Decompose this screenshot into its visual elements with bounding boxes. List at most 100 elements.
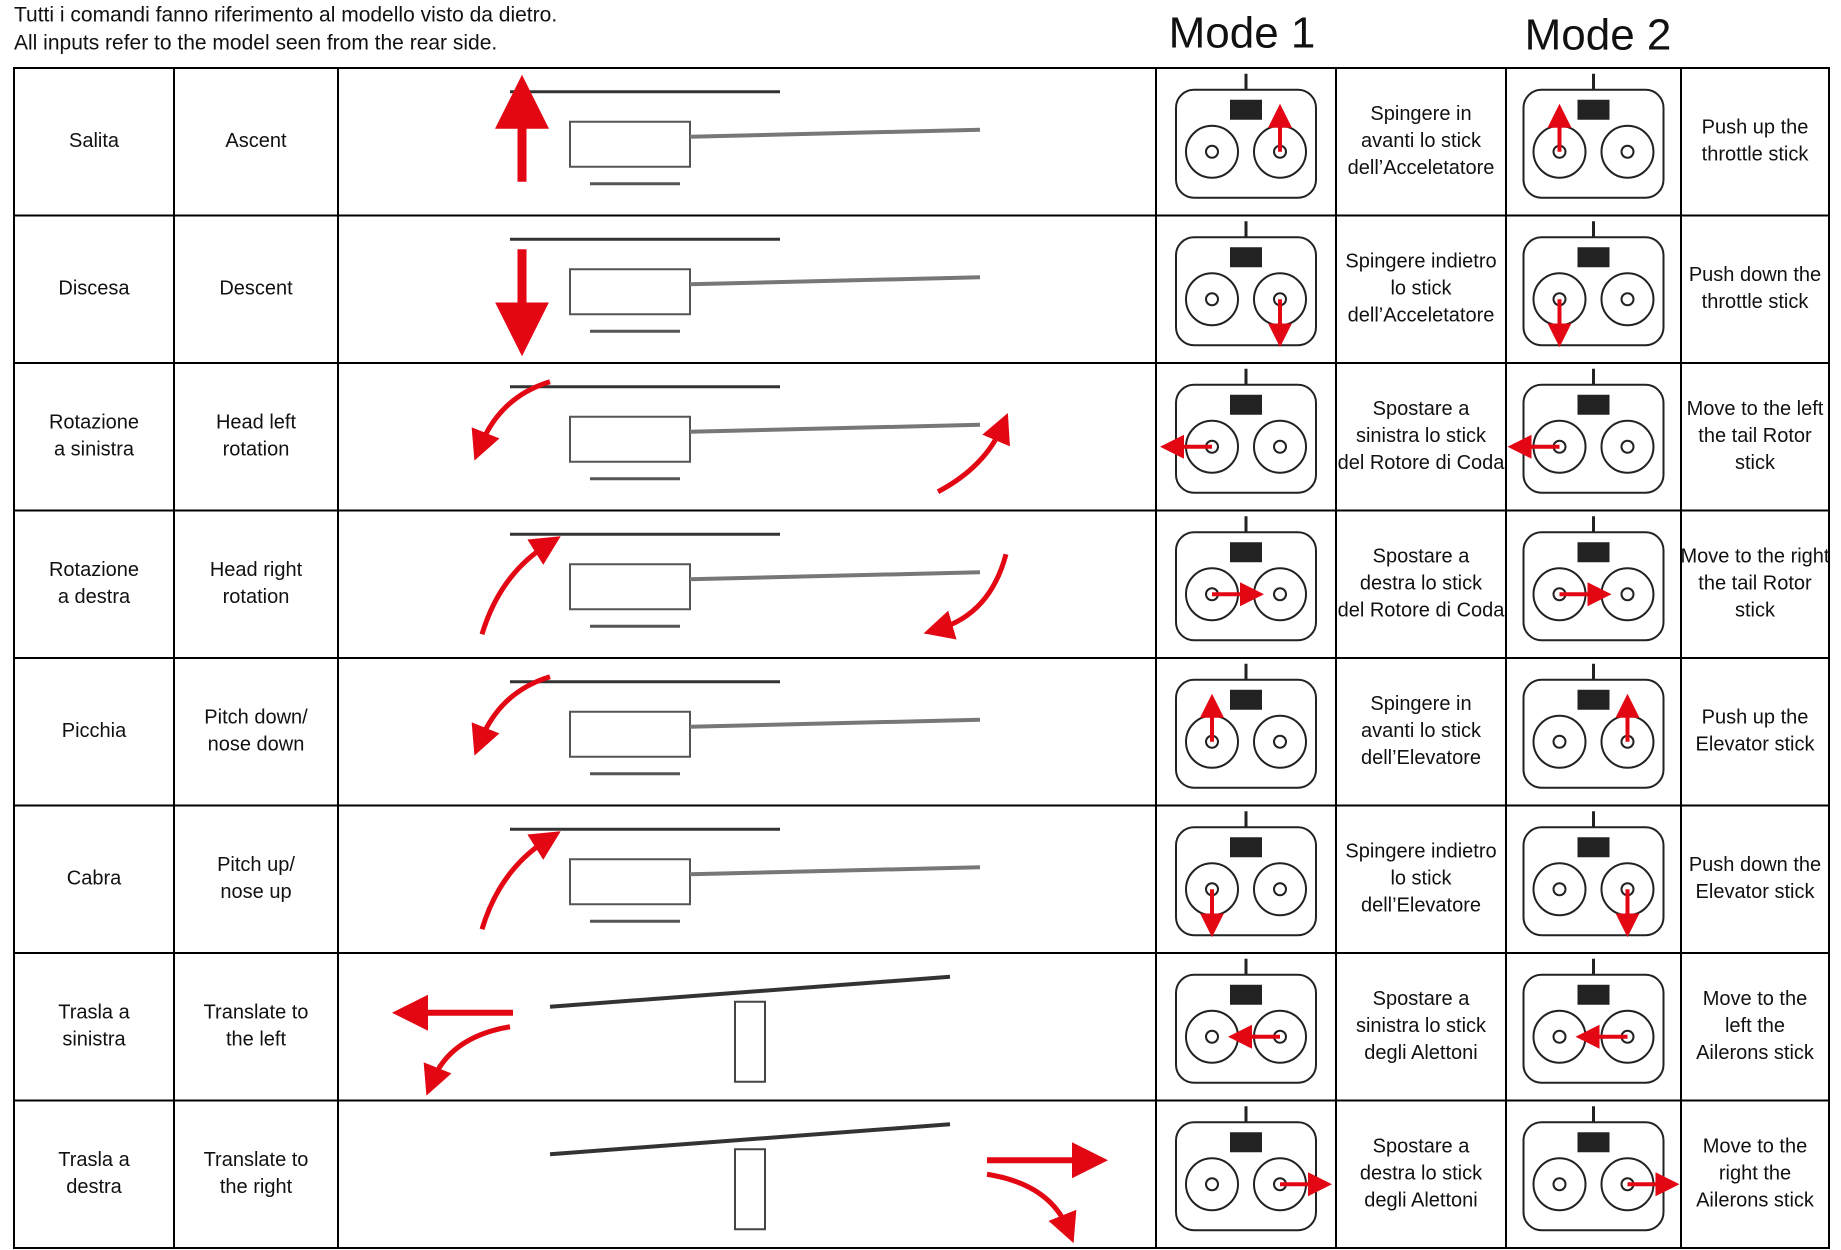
- cell-text: Spostare a: [1373, 988, 1471, 1010]
- cell-text: stick: [1735, 600, 1776, 622]
- tx-gimbal: [1600, 272, 1655, 327]
- tx-stick: [1620, 587, 1635, 602]
- tx-screen: [1577, 247, 1610, 268]
- cell-text: Picchia: [62, 720, 127, 742]
- transmitter: [1522, 663, 1665, 789]
- cell-text: dell’Acceletatore: [1348, 157, 1495, 179]
- arrow: [923, 553, 1009, 640]
- header-line: Tutti i comandi fanno riferimento al mod…: [14, 4, 557, 27]
- tx-screen: [1230, 394, 1262, 415]
- tx-stick: [1205, 144, 1219, 159]
- cell-text: Salita: [69, 130, 120, 152]
- cell-text: Descent: [219, 278, 293, 300]
- tx-stick: [1273, 882, 1287, 897]
- arrow: [936, 412, 1010, 494]
- heli-body: [569, 858, 691, 906]
- cell-text: Move to the: [1703, 1136, 1808, 1158]
- heli-body: [734, 1000, 766, 1083]
- helicopter: [549, 1122, 951, 1231]
- tx-stick: [1620, 439, 1635, 454]
- arrow: [471, 674, 551, 756]
- tx-screen: [1577, 99, 1610, 120]
- tx-gimbal: [1185, 124, 1239, 179]
- helicopter: [510, 532, 981, 628]
- tx-screen: [1577, 542, 1610, 563]
- cell-text: Head left: [216, 412, 296, 434]
- cell-text: Trasla a: [58, 1149, 130, 1171]
- tx-stick: [1205, 1177, 1219, 1192]
- tx-stick: [1273, 587, 1287, 602]
- helicopter: [549, 974, 951, 1083]
- arrow: [479, 536, 561, 635]
- cell-text: dell’Acceletatore: [1348, 305, 1495, 327]
- cell-text: a destra: [58, 586, 131, 608]
- tx-screen: [1230, 837, 1262, 858]
- cell-text: Elevator stick: [1696, 881, 1816, 903]
- cell-text: Discesa: [58, 278, 130, 300]
- heli-boom: [689, 422, 981, 434]
- heli-boom: [689, 717, 981, 729]
- cell-text: Spostare a: [1373, 398, 1471, 420]
- helicopter: [510, 237, 981, 333]
- cell-text: Translate to: [204, 1149, 309, 1171]
- mode-title: Mode 1: [1169, 9, 1316, 58]
- cell-text: Push down the: [1689, 264, 1821, 286]
- cell-text: del Rotore di Coda: [1338, 452, 1506, 474]
- cell-text: left the: [1725, 1015, 1785, 1037]
- transmitter: [1522, 73, 1665, 199]
- transmitter: [1175, 368, 1317, 494]
- cell-text: Pitch up/: [217, 854, 295, 876]
- heli-boom: [689, 127, 981, 139]
- cell-text: the right: [220, 1176, 293, 1198]
- tx-stick: [1552, 734, 1567, 749]
- tx-gimbal: [1253, 862, 1307, 917]
- transmitter: [1522, 958, 1665, 1084]
- transmitter: [1175, 516, 1317, 642]
- tx-stick: [1552, 1029, 1567, 1044]
- helicopter: [510, 385, 981, 481]
- cell-text: Pitch down/: [204, 707, 308, 729]
- transmitter: [1522, 811, 1665, 937]
- arrow: [479, 831, 561, 930]
- cell-text: avanti lo stick: [1361, 130, 1482, 152]
- cell-text: right the: [1719, 1163, 1791, 1185]
- cell-text: stick: [1735, 452, 1776, 474]
- arrow: [423, 1024, 511, 1096]
- cell-text: Head right: [210, 559, 303, 581]
- transmitter: [1522, 221, 1665, 347]
- cell-text: destra: [66, 1176, 122, 1198]
- cell-text: sinistra lo stick: [1356, 1015, 1487, 1037]
- cell-text: Rotazione: [49, 559, 139, 581]
- cell-text: sinistra lo stick: [1356, 425, 1487, 447]
- cell-text: rotation: [223, 586, 290, 608]
- cell-text: degli Alettoni: [1364, 1190, 1477, 1212]
- transmitter: [1175, 221, 1317, 347]
- heli-rotor: [549, 1122, 951, 1157]
- tx-gimbal: [1600, 124, 1655, 179]
- cell-text: a sinistra: [54, 439, 135, 461]
- heli-body: [734, 1148, 766, 1231]
- cell-text: dell’Elevatore: [1361, 747, 1481, 769]
- cell-text: Ailerons stick: [1696, 1042, 1815, 1064]
- tx-stick: [1205, 292, 1219, 307]
- heli-body: [569, 415, 691, 463]
- tx-screen: [1577, 1132, 1610, 1153]
- header-line: All inputs refer to the model seen from …: [14, 32, 497, 55]
- tx-screen: [1577, 394, 1610, 415]
- tx-stick: [1552, 1177, 1567, 1192]
- cell-text: Spingere indietro: [1345, 841, 1496, 863]
- cell-text: Ailerons stick: [1696, 1190, 1815, 1212]
- tx-gimbal: [1185, 272, 1239, 327]
- transmitter: [1175, 663, 1317, 789]
- helicopter: [510, 827, 981, 923]
- heli-body: [569, 268, 691, 316]
- mode-title: Mode 2: [1525, 11, 1672, 60]
- tx-gimbal: [1600, 419, 1655, 474]
- cell-text: sinistra: [62, 1029, 126, 1051]
- cell-text: destra lo stick: [1360, 1163, 1483, 1185]
- tx-gimbal: [1253, 419, 1307, 474]
- heli-boom: [689, 275, 981, 287]
- transmitter: [1522, 1106, 1665, 1232]
- cell-text: throttle stick: [1702, 291, 1810, 313]
